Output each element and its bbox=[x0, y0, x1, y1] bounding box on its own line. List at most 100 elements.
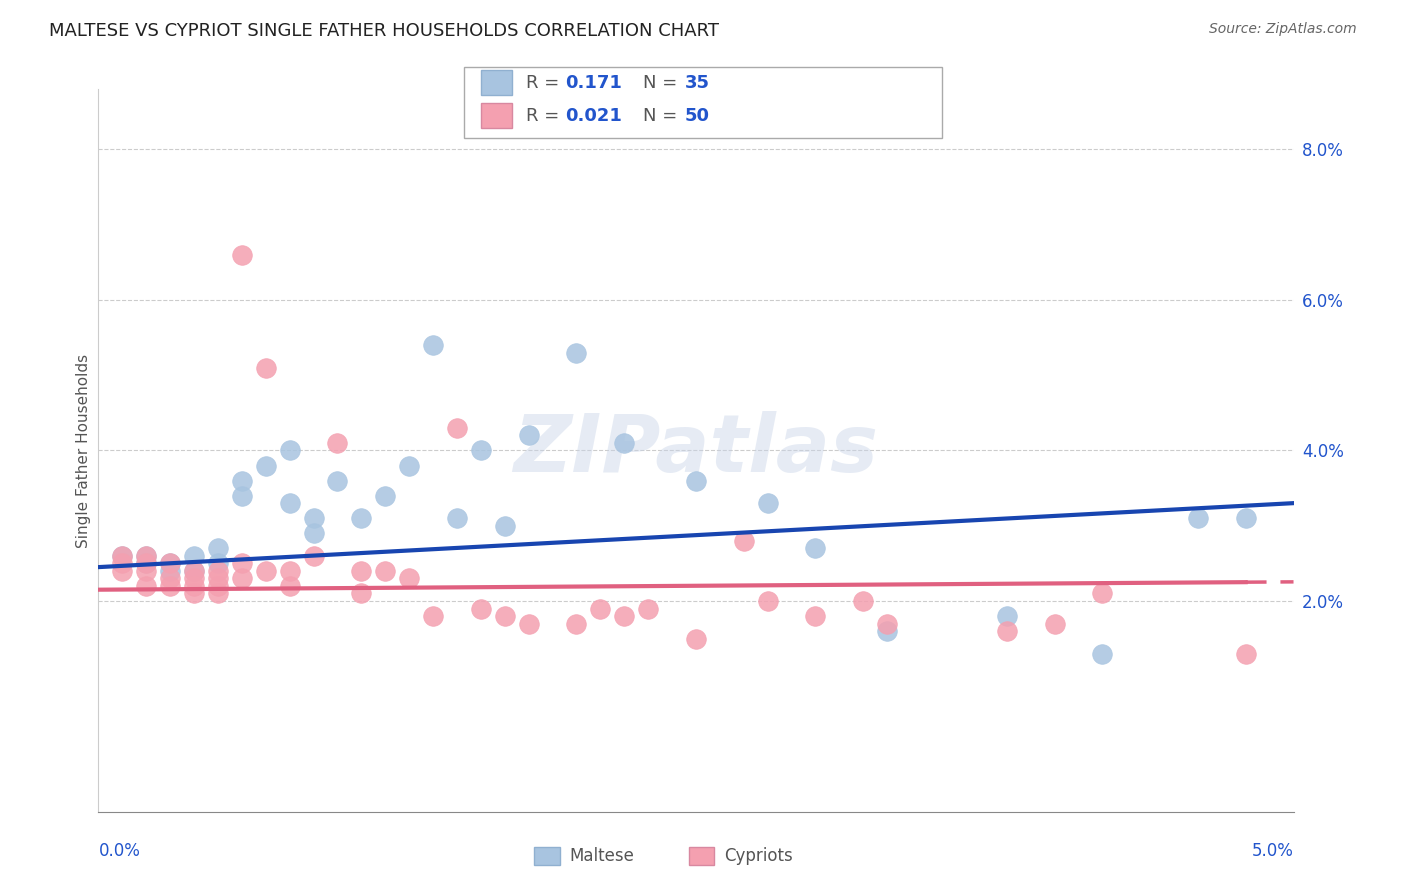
Point bbox=[278, 496, 301, 510]
Point bbox=[111, 549, 134, 563]
Point bbox=[613, 436, 636, 450]
Point bbox=[374, 489, 396, 503]
Point bbox=[254, 564, 277, 578]
Point bbox=[876, 616, 898, 631]
Point bbox=[470, 443, 492, 458]
Point bbox=[685, 474, 707, 488]
Point bbox=[995, 609, 1018, 624]
Point bbox=[302, 526, 325, 541]
Text: N =: N = bbox=[643, 107, 682, 125]
Point bbox=[350, 564, 373, 578]
Point bbox=[111, 557, 134, 571]
Point bbox=[231, 557, 253, 571]
Point bbox=[135, 549, 157, 563]
Point bbox=[1091, 647, 1114, 661]
Point bbox=[135, 557, 157, 571]
Point bbox=[207, 557, 229, 571]
Point bbox=[111, 564, 134, 578]
Point bbox=[1187, 511, 1209, 525]
Y-axis label: Single Father Households: Single Father Households bbox=[76, 353, 91, 548]
Point bbox=[422, 609, 444, 624]
Point bbox=[852, 594, 875, 608]
Point bbox=[995, 624, 1018, 639]
Point bbox=[183, 571, 205, 585]
Point bbox=[685, 632, 707, 646]
Point bbox=[207, 541, 229, 556]
Text: N =: N = bbox=[643, 74, 682, 92]
Point bbox=[135, 549, 157, 563]
Point bbox=[207, 571, 229, 585]
Point bbox=[302, 511, 325, 525]
Text: 50: 50 bbox=[685, 107, 710, 125]
Text: 0.171: 0.171 bbox=[565, 74, 621, 92]
Text: MALTESE VS CYPRIOT SINGLE FATHER HOUSEHOLDS CORRELATION CHART: MALTESE VS CYPRIOT SINGLE FATHER HOUSEHO… bbox=[49, 22, 720, 40]
Point bbox=[183, 586, 205, 600]
Text: 0.021: 0.021 bbox=[565, 107, 621, 125]
Text: 0.0%: 0.0% bbox=[98, 842, 141, 860]
Point bbox=[231, 248, 253, 262]
Point bbox=[446, 421, 468, 435]
Point bbox=[326, 436, 349, 450]
Point bbox=[494, 518, 516, 533]
Point bbox=[733, 533, 755, 548]
Point bbox=[804, 541, 827, 556]
Point bbox=[254, 360, 277, 375]
Point bbox=[183, 564, 205, 578]
Point bbox=[398, 458, 420, 473]
Point bbox=[159, 557, 181, 571]
Point bbox=[350, 511, 373, 525]
Point bbox=[1234, 647, 1257, 661]
Text: 5.0%: 5.0% bbox=[1251, 842, 1294, 860]
Point bbox=[350, 586, 373, 600]
Point bbox=[159, 579, 181, 593]
Point bbox=[422, 338, 444, 352]
Point bbox=[159, 564, 181, 578]
Point bbox=[159, 557, 181, 571]
Point bbox=[278, 564, 301, 578]
Text: R =: R = bbox=[526, 74, 565, 92]
Point bbox=[1043, 616, 1066, 631]
Point bbox=[637, 601, 659, 615]
Text: R =: R = bbox=[526, 107, 565, 125]
Point bbox=[589, 601, 612, 615]
Point bbox=[135, 579, 157, 593]
Point bbox=[207, 586, 229, 600]
Text: ZIPatlas: ZIPatlas bbox=[513, 411, 879, 490]
Text: 35: 35 bbox=[685, 74, 710, 92]
Point bbox=[183, 564, 205, 578]
Point bbox=[135, 557, 157, 571]
Point bbox=[494, 609, 516, 624]
Point bbox=[231, 489, 253, 503]
Point bbox=[231, 474, 253, 488]
Point bbox=[756, 594, 779, 608]
Point bbox=[326, 474, 349, 488]
Point bbox=[135, 564, 157, 578]
Point bbox=[876, 624, 898, 639]
Point bbox=[517, 616, 540, 631]
Point bbox=[183, 549, 205, 563]
Point bbox=[207, 579, 229, 593]
Point bbox=[374, 564, 396, 578]
Point bbox=[565, 345, 588, 359]
Point bbox=[804, 609, 827, 624]
Point bbox=[207, 564, 229, 578]
Point bbox=[1234, 511, 1257, 525]
Text: Source: ZipAtlas.com: Source: ZipAtlas.com bbox=[1209, 22, 1357, 37]
Point bbox=[254, 458, 277, 473]
Point bbox=[756, 496, 779, 510]
Point bbox=[111, 549, 134, 563]
Point bbox=[517, 428, 540, 442]
Point bbox=[613, 609, 636, 624]
Point bbox=[1091, 586, 1114, 600]
Point bbox=[302, 549, 325, 563]
Point bbox=[278, 579, 301, 593]
Point bbox=[565, 616, 588, 631]
Point bbox=[446, 511, 468, 525]
Point bbox=[278, 443, 301, 458]
Point bbox=[159, 571, 181, 585]
Point bbox=[231, 571, 253, 585]
Point bbox=[398, 571, 420, 585]
Text: Maltese: Maltese bbox=[569, 847, 634, 865]
Point bbox=[183, 579, 205, 593]
Text: Cypriots: Cypriots bbox=[724, 847, 793, 865]
